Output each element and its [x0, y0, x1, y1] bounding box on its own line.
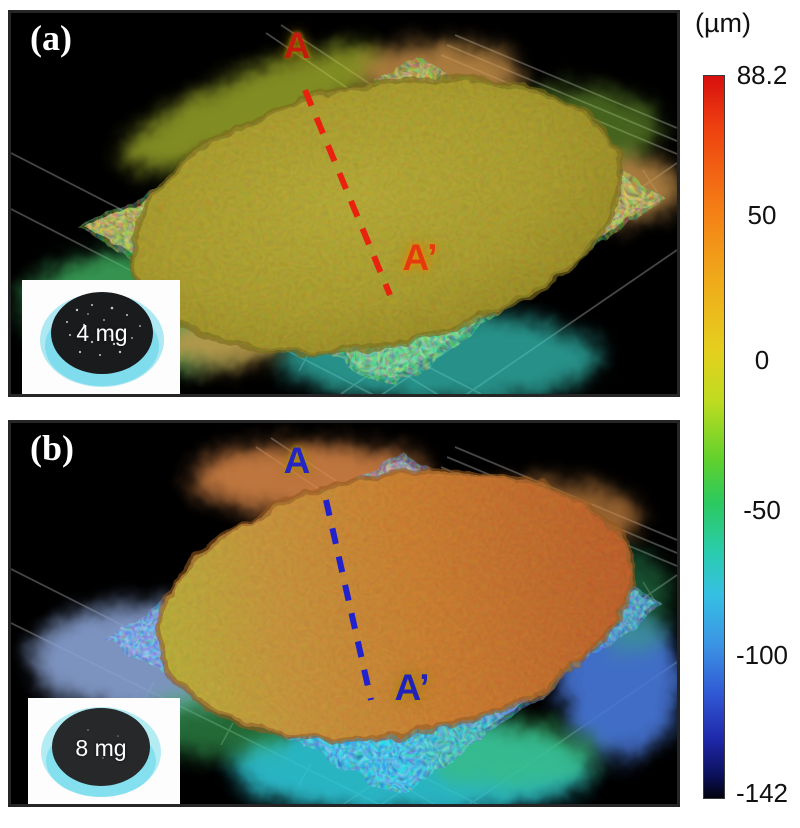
inset-mass-label-b: 8 mg: [75, 735, 127, 761]
inset-mass-label-a: 4 mg: [76, 320, 128, 346]
sample-pellet-a: [51, 292, 153, 374]
panel-a: (a) A A’ 4 mg: [8, 10, 680, 397]
sample-pellet-b: [52, 708, 150, 786]
section-marker-Aprime-b: A’: [394, 667, 430, 708]
colorbar-tick-min: -142: [735, 778, 789, 808]
sample-photo-inset-a: 4 mg: [22, 280, 180, 394]
section-marker-A-b: A: [283, 440, 311, 481]
topography-surface-b: [11, 437, 677, 804]
colorbar-tick-0: 0: [754, 345, 770, 375]
cross-section-line-a: [302, 88, 393, 297]
cross-section-line-b: [323, 499, 374, 701]
section-marker-A-a: A: [283, 25, 311, 66]
colorbar-tick-neg50: -50: [743, 495, 781, 525]
colorbar-tick-neg100: -100: [735, 640, 789, 670]
surface-map-b: [31, 443, 677, 804]
sample-dish-photo-b: [41, 707, 161, 797]
sample-dish-photo-a: [40, 292, 164, 387]
colorbar-unit-label: (µm): [694, 8, 752, 38]
sample-photo-inset-b: 8 mg: [28, 698, 180, 804]
colorbar-tick-50: 50: [747, 200, 777, 230]
colorbar-tick-max: 88.2: [736, 60, 788, 90]
section-marker-Aprime-a: A’: [402, 237, 438, 278]
height-colorbar: [703, 75, 725, 799]
panel-label-b: (b): [30, 428, 74, 468]
panel-label-a: (a): [30, 18, 72, 58]
panel-b: (b) A A’ 8 mg: [8, 420, 680, 807]
